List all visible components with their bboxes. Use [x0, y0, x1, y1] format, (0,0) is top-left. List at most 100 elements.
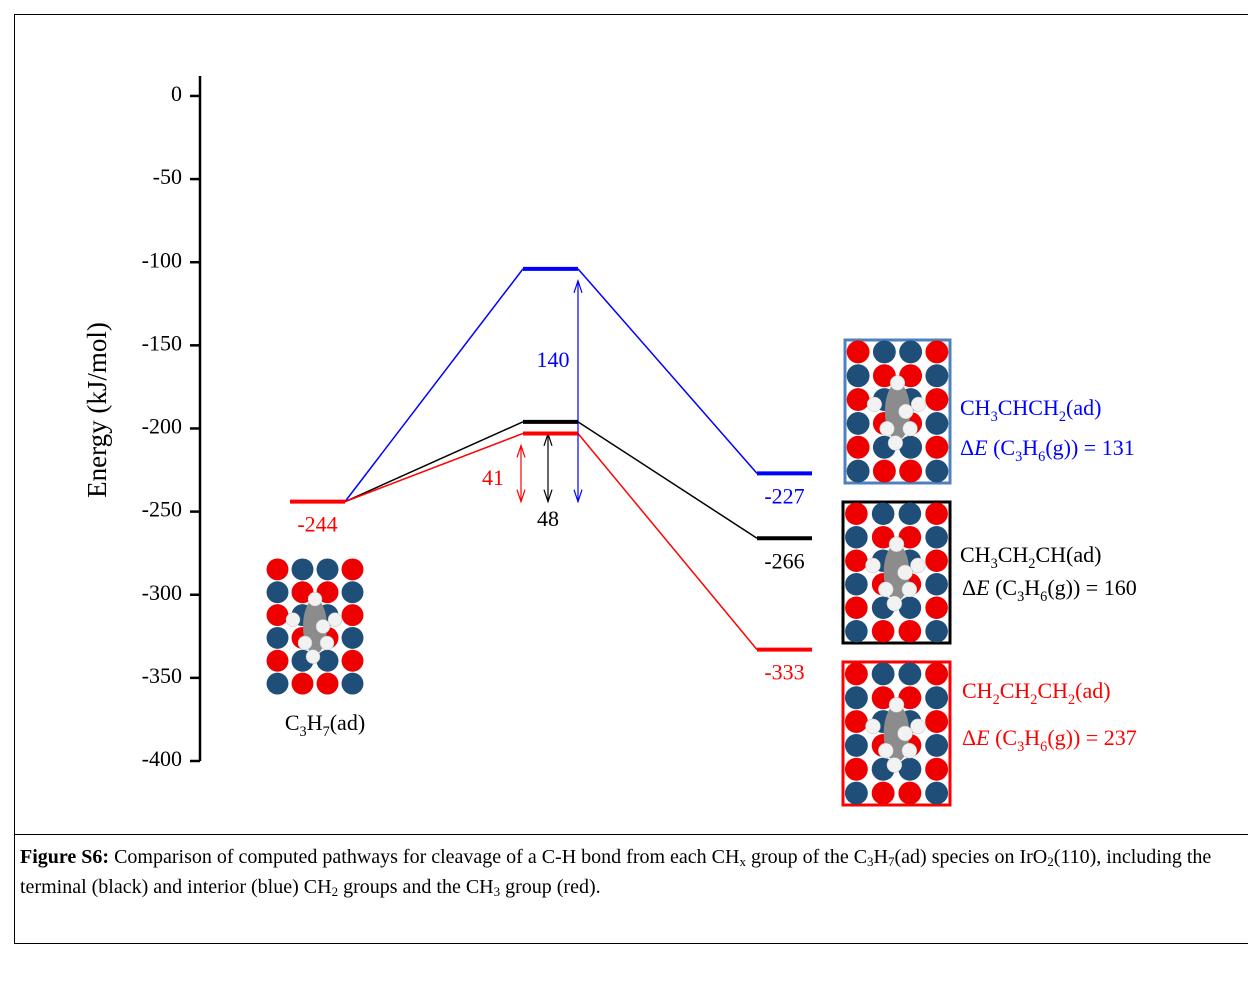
text-run: CH [960, 542, 991, 567]
atom [925, 388, 948, 411]
atom [267, 673, 289, 695]
atom [267, 650, 289, 672]
text-run: (g)) = 131 [1045, 435, 1134, 460]
atom [292, 673, 314, 695]
text-run: CH [960, 395, 991, 420]
atom [292, 558, 314, 580]
pathway-line [578, 433, 757, 649]
text-run: (ad) [1075, 678, 1110, 703]
h-atom [910, 558, 925, 573]
text-run: (g)) = 160 [1047, 575, 1136, 600]
text-run: 6 [1040, 739, 1047, 755]
caption-run: group of the C [746, 846, 867, 868]
atom [845, 734, 868, 757]
text-run: (g)) = 237 [1047, 725, 1136, 750]
text-run: CH [1037, 678, 1068, 703]
text-run: 3 [1017, 739, 1024, 755]
atom [317, 558, 339, 580]
caption-run: (ad) species on IrO [895, 846, 1048, 868]
y-tick-label: -400 [142, 746, 182, 771]
level-label: -227 [764, 483, 804, 508]
atom [925, 686, 948, 709]
h-atom [865, 558, 880, 573]
level-label: -244 [297, 512, 337, 537]
h-atom [898, 565, 913, 580]
level-label: -333 [764, 660, 804, 685]
text-run: E [975, 725, 990, 750]
atom [872, 782, 895, 805]
atom [925, 596, 948, 619]
atom [872, 620, 895, 643]
h-atom [902, 743, 917, 758]
y-tick-label: -250 [142, 497, 182, 522]
h-atom [910, 719, 925, 734]
h-atom [911, 397, 926, 412]
atom [267, 558, 289, 580]
atom [317, 673, 339, 695]
species-label: CH2CH2CH2(ad) [962, 678, 1111, 708]
atom [925, 412, 948, 435]
atom [899, 436, 922, 459]
atom [342, 558, 364, 580]
barrier-arrow [574, 281, 582, 502]
caption-run: Figure S6: [20, 846, 109, 868]
atom [342, 627, 364, 649]
level-label: -266 [764, 548, 804, 573]
text-run: Δ [962, 725, 976, 750]
atom [847, 460, 870, 483]
reaction-energy-label: ΔE (C3H6(g)) = 237 [962, 725, 1137, 755]
barrier-arrow [544, 434, 552, 502]
y-tick-label: 0 [171, 81, 182, 106]
surface-image [265, 558, 365, 695]
atom [873, 460, 896, 483]
text-run: C [285, 710, 300, 735]
barrier-arrow [517, 445, 525, 501]
text-run: (C [988, 435, 1016, 460]
atom [847, 436, 870, 459]
h-atom [286, 613, 300, 627]
species-label: C3H7(ad) [285, 710, 365, 740]
caption-run: groups and the CH [338, 876, 494, 898]
text-run: Δ [962, 575, 976, 600]
h-atom [880, 421, 895, 436]
h-atom [903, 421, 918, 436]
barrier-label: 140 [537, 347, 570, 372]
h-atom [899, 404, 914, 419]
text-run: 2 [993, 692, 1000, 708]
atom [898, 662, 921, 685]
atom [845, 758, 868, 781]
atom [925, 710, 948, 733]
atom [847, 412, 870, 435]
h-atom [878, 582, 893, 597]
text-run: (ad) [330, 710, 365, 735]
atom [847, 388, 870, 411]
h-atom [298, 636, 312, 650]
atom [845, 573, 868, 596]
y-tick-label: -300 [142, 580, 182, 605]
y-tick-label: -100 [142, 247, 182, 272]
atom [267, 627, 289, 649]
text-run: Δ [960, 435, 974, 460]
text-run: CH [962, 678, 993, 703]
atom [925, 782, 948, 805]
atom [899, 620, 922, 643]
text-run: 2 [1059, 409, 1066, 425]
text-run: E [973, 435, 988, 460]
atom [845, 549, 868, 572]
text-run: (ad) [1066, 395, 1101, 420]
h-atom [306, 650, 320, 664]
text-run: 7 [323, 724, 330, 740]
atom [845, 662, 868, 685]
atom [267, 604, 289, 626]
text-run: 6 [1038, 449, 1045, 465]
atom [925, 502, 948, 525]
atom [845, 710, 868, 733]
atom [317, 650, 339, 672]
h-atom [867, 397, 882, 412]
caption-separator [14, 834, 1248, 835]
surface-image [843, 502, 950, 643]
atom [342, 604, 364, 626]
h-atom [890, 376, 905, 391]
atom [925, 364, 948, 387]
